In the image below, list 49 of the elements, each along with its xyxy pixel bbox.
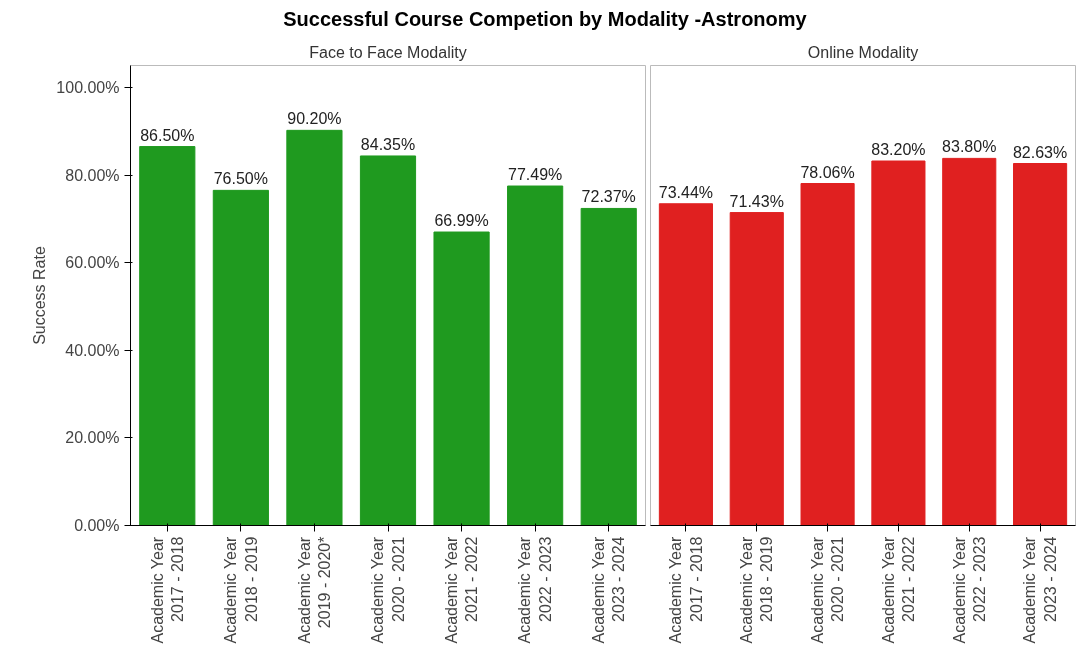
data-label: 73.44% [658,183,714,201]
bar [359,155,417,526]
data-label: 83.80% [942,138,997,156]
data-label: 71.43% [729,192,784,210]
bar [1013,163,1068,526]
chart-subtitle: Online Modality [807,43,919,61]
bar [658,203,713,526]
data-label: 90.20% [287,110,342,128]
data-label: 77.49% [508,166,563,184]
data-label: 82.63% [1012,143,1068,161]
y-axis-title: Success Rate [31,246,49,345]
data-label: 83.20% [871,141,926,158]
bar [942,157,997,526]
y-tick-label: 100.00% [56,78,120,96]
x-tick-label: Academic Year 2018 - 2019 [738,536,776,644]
bar [580,207,637,526]
bar [212,189,269,526]
x-tick-label: Academic Year 2021 - 2022 [879,536,918,644]
bar [729,212,784,526]
bar [871,160,926,526]
y-tick-label: 0.00% [74,517,120,534]
x-tick-label: Academic Year 2018 - 2019 [222,536,260,644]
x-tick-label: Academic Year 2021 - 2022 [442,536,481,644]
bar [507,185,564,526]
bar [433,231,490,526]
chart-subtitle: Face to Face Modality [309,43,467,61]
x-tick-label: Academic Year 2023 - 2024 [590,536,628,644]
data-label: 76.50% [213,170,268,188]
data-label: 84.35% [360,135,416,153]
x-tick-label: Academic Year 2022 - 2023 [950,536,988,644]
x-tick-label: Academic Year 2020 - 2021 [808,536,847,644]
data-label: 66.99% [434,212,489,230]
bar [800,183,855,526]
x-tick-label: Academic Year 2017 - 2018 [667,536,705,644]
x-tick-label: Academic Year 2017 - 2018 [148,536,186,644]
y-tick-label: 20.00% [65,429,120,447]
chart-title: Successful Course Competion by Modality -Astronomy [283,7,807,32]
x-tick-label: Academic Year 2022 - 2023 [516,536,554,644]
x-tick-label: Academic Year 2023 - 2024 [1021,536,1059,644]
data-label: 72.37% [581,188,636,206]
data-label: 86.50% [140,126,195,144]
y-tick-label: 80.00% [65,166,120,184]
y-tick-label: 40.00% [65,341,120,359]
bar [286,129,343,526]
data-label: 78.06% [800,163,855,181]
y-tick-label: 60.00% [65,254,120,272]
x-tick-label: Academic Year 2020 - 2021 [369,536,407,644]
bar [139,146,196,526]
x-tick-label: Academic Year 2019 - 2020* [295,536,334,644]
